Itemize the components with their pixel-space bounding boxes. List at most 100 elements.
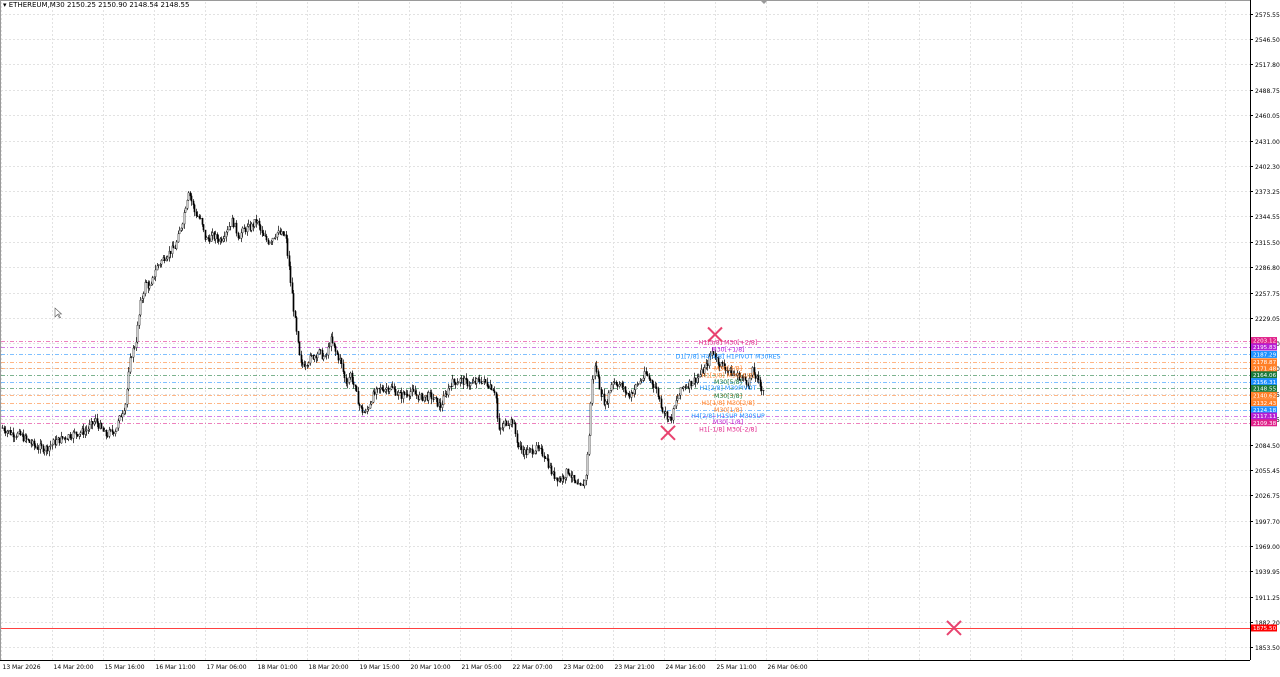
candle-body — [111, 429, 114, 433]
candle-body — [114, 431, 117, 434]
candle-body — [232, 218, 235, 228]
candle-body — [745, 380, 748, 385]
candle-body — [82, 428, 85, 435]
candle-body — [336, 351, 339, 355]
level-price-tag-label: 2171.48 — [1253, 367, 1277, 373]
candle-body — [93, 421, 96, 425]
candle-body — [615, 381, 618, 385]
candle-body — [682, 386, 685, 389]
candle-body — [463, 377, 466, 385]
candle-body — [88, 424, 91, 430]
candle-body — [556, 477, 559, 482]
candle-body — [708, 355, 711, 367]
candle-body — [657, 388, 660, 397]
price-tick-label: 2373.25 — [1255, 189, 1280, 196]
candle-body — [406, 393, 409, 396]
candle-body — [714, 353, 717, 359]
candle-body — [501, 427, 504, 429]
candle-body — [334, 345, 337, 352]
candle-body — [223, 236, 226, 239]
time-tick-label: 13 Mar 2026 — [3, 664, 41, 671]
candle-body — [703, 367, 706, 374]
candle-body — [342, 363, 345, 372]
scroll-caret-icon[interactable] — [761, 1, 767, 4]
candle-body — [691, 382, 694, 387]
cross-marker — [707, 326, 723, 343]
candle-body — [360, 405, 363, 408]
time-tick-label: 20 Mar 10:00 — [411, 664, 451, 671]
candle-body — [168, 250, 171, 258]
candle-body — [469, 383, 472, 386]
chart-menu-icon[interactable]: ▾ — [3, 1, 7, 9]
candle-body — [291, 282, 294, 294]
candle-body — [603, 393, 606, 405]
candle-body — [445, 393, 448, 396]
price-tick-label: 2257.75 — [1255, 291, 1280, 298]
candle-body — [181, 223, 184, 229]
candle-body — [340, 358, 343, 364]
candle-body — [300, 354, 303, 363]
candle-body — [204, 229, 207, 240]
candle-body — [642, 377, 645, 381]
candle-body — [591, 379, 594, 404]
candle-body — [22, 434, 25, 442]
candle-body — [363, 412, 366, 414]
candle-body — [354, 384, 357, 387]
candle-body — [453, 378, 456, 383]
candle-body — [183, 212, 186, 225]
candle-body — [625, 392, 628, 394]
candle-body — [754, 374, 757, 379]
level-annotation: M30[+1/8] — [711, 346, 744, 353]
time-tick-label: 15 Mar 16:00 — [105, 664, 145, 671]
time-tick-label: 24 Mar 16:00 — [666, 664, 706, 671]
candle-body — [738, 372, 741, 381]
candle-body — [235, 222, 238, 234]
candle-body — [175, 241, 178, 249]
candle-body — [571, 474, 574, 478]
candle-body — [195, 211, 198, 217]
candle-body — [84, 430, 87, 435]
candle-body — [156, 265, 159, 271]
candle-body — [319, 349, 322, 351]
red-level-price-tag — [1251, 624, 1277, 632]
candle-body — [270, 241, 273, 243]
level-annotation: H1[-1/8] M30[-2/8] — [699, 426, 757, 433]
candle-body — [225, 231, 228, 237]
candle-body — [442, 395, 445, 405]
candle-body — [645, 371, 648, 375]
candle-body — [567, 468, 570, 474]
candle-body — [27, 438, 30, 441]
candle-body — [498, 418, 501, 430]
candle-body — [142, 293, 145, 299]
candle-body — [613, 381, 616, 383]
candle-body — [496, 398, 499, 419]
candle-body — [616, 384, 619, 387]
candle-body — [393, 387, 396, 390]
candle-body — [672, 408, 675, 421]
candle-body — [472, 380, 475, 383]
candle-body — [595, 365, 598, 372]
candle-body — [439, 402, 442, 408]
level-price-tag — [1251, 364, 1277, 372]
candle-body — [331, 336, 334, 343]
candle-body — [274, 236, 277, 239]
candle-body — [447, 388, 450, 396]
candle-body — [648, 375, 651, 380]
candle-body — [163, 257, 166, 262]
candle-body — [624, 386, 627, 393]
candle-body — [421, 393, 424, 401]
candle-body — [205, 237, 208, 240]
candle-body — [201, 218, 204, 225]
candle-body — [493, 390, 496, 393]
candle-body — [39, 443, 42, 450]
candle-body — [277, 230, 280, 234]
candle-body — [73, 431, 76, 433]
candle-body — [574, 480, 577, 484]
candle-body — [13, 436, 16, 438]
candle-body — [535, 445, 538, 452]
chart-title: ▾ ETHEREUM,M30 2150.25 2150.90 2148.54 2… — [3, 1, 189, 9]
candle-body — [58, 437, 61, 444]
price-tick-label: 1882.20 — [1255, 620, 1280, 627]
